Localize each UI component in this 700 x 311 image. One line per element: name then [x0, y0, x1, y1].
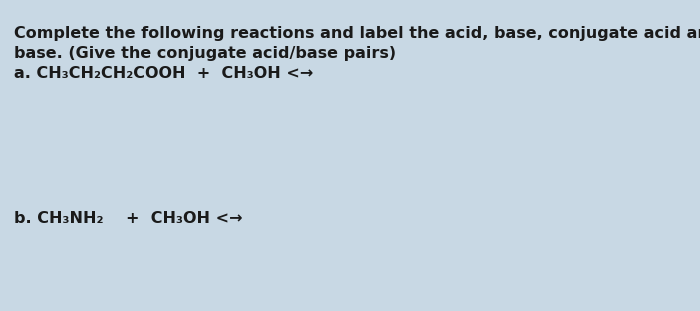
Text: base. (Give the conjugate acid/base pairs): base. (Give the conjugate acid/base pair… — [14, 46, 396, 61]
Text: Complete the following reactions and label the acid, base, conjugate acid and: Complete the following reactions and lab… — [14, 26, 700, 41]
Text: a. CH₃CH₂CH₂COOH  +  CH₃OH <→: a. CH₃CH₂CH₂COOH + CH₃OH <→ — [14, 66, 314, 81]
Text: b. CH₃NH₂    +  CH₃OH <→: b. CH₃NH₂ + CH₃OH <→ — [14, 211, 242, 226]
